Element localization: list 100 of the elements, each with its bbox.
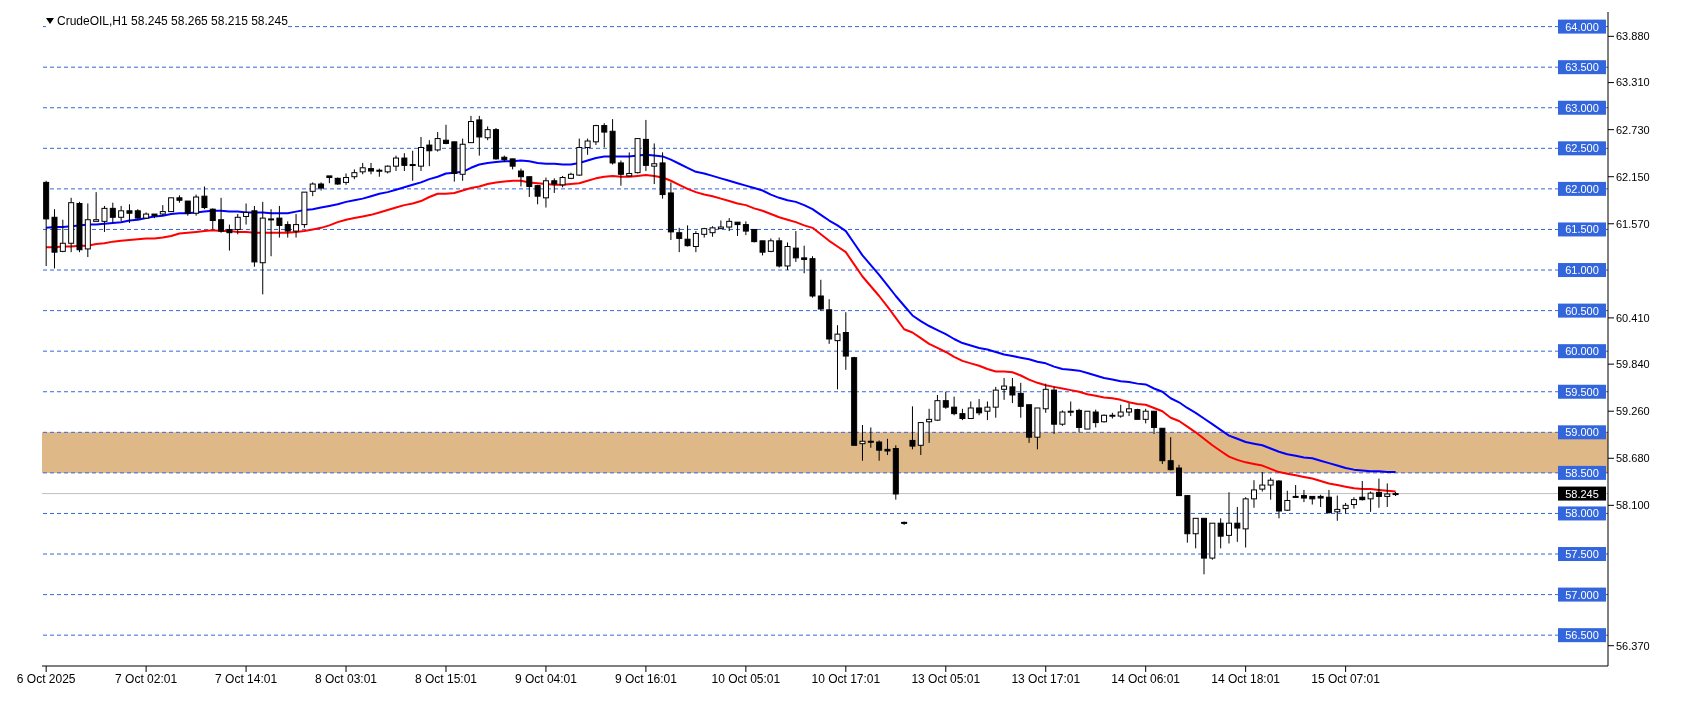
ref-line-label: 59.500 [1565,385,1599,398]
candlestick [676,227,683,253]
chart-title: CrudeOIL,H1 58.245 58.265 58.215 58.245 [57,14,288,28]
x-tick-label: 8 Oct 03:01 [315,671,378,686]
x-tick-label: 13 Oct 05:01 [911,671,981,686]
ref-line-label: 64.000 [1565,20,1599,33]
candlestick [926,408,933,444]
y-tick-label: 58.680 [1616,452,1650,465]
x-tick-label: 9 Oct 16:01 [614,671,678,686]
ref-line-label: 58.000 [1565,507,1599,520]
ref-line-label: 61.500 [1565,223,1599,236]
candlestick [1384,482,1391,508]
candlestick [526,176,533,198]
candlestick [876,439,883,462]
candlestick [917,422,924,456]
candlestick [126,203,133,224]
y-tick-label: 62.730 [1616,123,1650,136]
candlestick [717,220,724,230]
y-tick-label: 59.260 [1616,405,1650,418]
y-tick-label: 60.410 [1616,311,1650,324]
candlestick [792,230,799,263]
y-tick-label: 62.150 [1616,170,1650,183]
candlestick [651,142,658,185]
y-tick-label: 58.100 [1616,499,1650,512]
candlestick [243,202,250,226]
candlestick [418,136,424,172]
candlestick [293,213,300,239]
candlestick [343,172,350,186]
ref-line-label: 60.000 [1565,345,1599,358]
ref-line-label: 57.500 [1565,548,1599,561]
candlestick [109,202,116,224]
candlestick [101,205,108,233]
candlestick [1167,436,1174,471]
candlestick [368,162,375,175]
candlestick [1375,478,1382,509]
candlestick [1226,491,1232,544]
candlestick [1192,517,1199,549]
x-tick-label: 13 Oct 17:01 [1011,671,1081,686]
candlestick [867,426,874,449]
candlestick [992,386,999,419]
ref-line-label: 61.000 [1565,264,1599,277]
candlestick [859,424,866,462]
candlestick [984,400,991,421]
candlestick [467,115,474,144]
ref-line-label: 57.000 [1565,588,1599,601]
candlestick [517,168,524,187]
candlestick [93,191,100,222]
x-tick-label: 15 Oct 07:01 [1311,671,1381,686]
candlestick [276,205,283,239]
x-tick-label: 10 Oct 17:01 [811,671,881,686]
ref-line-label: 62.000 [1565,182,1599,195]
candlestick [234,213,241,235]
x-tick-label: 6 Oct 2025 [16,671,76,686]
candlestick [426,139,433,167]
candlestick [934,394,941,422]
candlestick [218,197,225,234]
candlestick [1267,477,1274,501]
candlestick [909,405,916,450]
candlestick [1250,479,1257,509]
candlestick [1042,383,1049,414]
candlestick [817,279,824,312]
x-tick-label: 10 Oct 05:01 [711,671,781,686]
candlestick [476,115,483,157]
ref-line-label: 58.500 [1565,466,1599,479]
candlestick [1126,402,1133,417]
candlestick [951,396,958,416]
ref-line-label: 56.500 [1565,629,1599,642]
ref-line-label: 58.245 [1565,487,1599,500]
candlestick [1017,382,1024,419]
candlestick [1076,408,1083,433]
candlestick [226,224,233,252]
x-tick-label: 7 Oct 14:01 [215,671,278,686]
candlestick [542,177,549,209]
y-tick-label: 59.840 [1616,358,1650,371]
candlestick [1367,491,1374,513]
candlestick [976,398,983,416]
candlestick [1334,495,1341,522]
candlestick [409,150,416,182]
candlestick [1234,506,1241,543]
candlestick [692,230,699,253]
candlestick [626,151,633,178]
candlestick [801,245,808,274]
candlestick [209,207,216,230]
candlestick [201,185,208,210]
candlestick [617,159,624,187]
ref-line-label: 60.500 [1565,304,1599,317]
candlestick [1259,471,1266,493]
x-tick-label: 9 Oct 04:01 [514,671,578,686]
candlestick [1009,377,1016,404]
x-tick-label: 8 Oct 15:01 [414,671,478,686]
candlestick [59,219,66,253]
candlestick [601,122,608,149]
x-tick-label: 14 Oct 18:01 [1211,671,1281,686]
x-tick-label: 7 Oct 02:01 [115,671,178,686]
ref-line-label: 63.500 [1565,61,1599,74]
ref-line-label: 62.500 [1565,142,1599,155]
candlestick [784,241,791,271]
ref-line-label: 63.000 [1565,101,1599,114]
candlestick [193,194,200,217]
candlestick [434,131,441,153]
